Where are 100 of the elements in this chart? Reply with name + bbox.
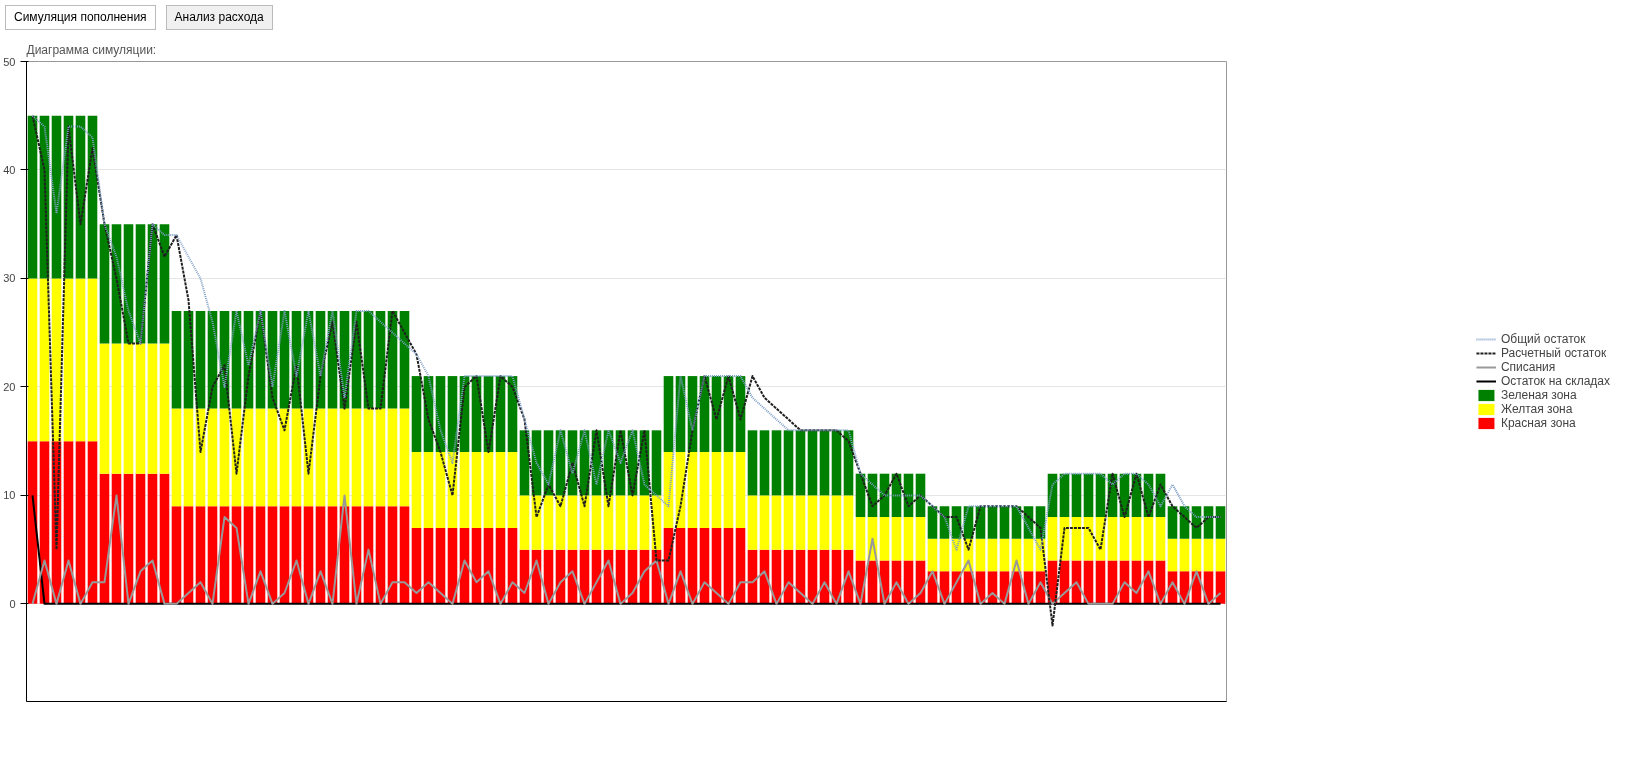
bar bbox=[1215, 506, 1226, 539]
bar bbox=[399, 311, 410, 409]
bar bbox=[159, 343, 170, 474]
bar bbox=[831, 430, 842, 496]
legend-label: Остаток на складах bbox=[1500, 374, 1611, 389]
bar bbox=[795, 430, 806, 496]
bar bbox=[1083, 473, 1094, 518]
bar bbox=[99, 343, 110, 474]
bar bbox=[651, 430, 662, 496]
bar bbox=[327, 408, 338, 507]
bar bbox=[471, 452, 482, 529]
bar bbox=[39, 278, 50, 442]
bar bbox=[771, 430, 782, 496]
legend-label: Общий остаток bbox=[1500, 332, 1586, 347]
bar bbox=[543, 495, 554, 550]
bar bbox=[447, 376, 458, 453]
bar bbox=[135, 343, 146, 474]
bar bbox=[927, 538, 938, 572]
bar bbox=[63, 278, 74, 442]
text: Анализ расхода bbox=[174, 9, 264, 26]
bar bbox=[219, 408, 230, 507]
bar bbox=[495, 452, 506, 529]
bar bbox=[807, 495, 818, 550]
bar bbox=[315, 408, 326, 507]
bar bbox=[267, 408, 278, 507]
bar bbox=[615, 495, 626, 550]
bar bbox=[855, 517, 866, 561]
bar bbox=[171, 408, 182, 507]
bar bbox=[999, 538, 1010, 572]
bar bbox=[195, 311, 206, 409]
bar bbox=[255, 408, 266, 507]
bar bbox=[195, 506, 206, 605]
bar bbox=[291, 408, 302, 507]
bar bbox=[87, 278, 98, 442]
bar bbox=[819, 495, 830, 550]
bar bbox=[1119, 517, 1130, 561]
bar bbox=[123, 343, 134, 474]
bar bbox=[267, 506, 278, 605]
bar bbox=[747, 495, 758, 550]
bar bbox=[99, 224, 110, 344]
bar bbox=[747, 430, 758, 496]
bar bbox=[999, 506, 1010, 539]
bar bbox=[915, 517, 926, 561]
bar bbox=[891, 517, 902, 561]
bar bbox=[75, 278, 86, 442]
legend-label: Зеленая зона bbox=[1500, 388, 1577, 403]
bar bbox=[171, 311, 182, 409]
bar bbox=[1215, 538, 1226, 572]
bar bbox=[687, 452, 698, 529]
bar bbox=[591, 495, 602, 550]
bar bbox=[351, 408, 362, 507]
bar bbox=[27, 278, 38, 442]
bar bbox=[159, 473, 170, 605]
bar bbox=[867, 560, 878, 605]
bar bbox=[399, 408, 410, 507]
bar bbox=[423, 452, 434, 529]
bar bbox=[735, 452, 746, 529]
bar bbox=[1047, 517, 1058, 561]
bar bbox=[699, 452, 710, 529]
bar bbox=[1203, 538, 1214, 572]
bar bbox=[927, 506, 938, 539]
legend-label: Расчетный остаток bbox=[1500, 346, 1607, 361]
bar bbox=[639, 495, 650, 550]
bar bbox=[795, 495, 806, 550]
bar bbox=[723, 452, 734, 529]
bar bbox=[663, 376, 674, 453]
bar bbox=[1167, 538, 1178, 572]
bar bbox=[159, 224, 170, 344]
bar bbox=[939, 538, 950, 572]
legend-label: Желтая зона bbox=[1500, 402, 1573, 417]
bar bbox=[483, 452, 494, 529]
bar bbox=[987, 538, 998, 572]
bar bbox=[1107, 517, 1118, 561]
bar bbox=[831, 495, 842, 550]
bar bbox=[843, 495, 854, 550]
y-tick-label: 30 bbox=[3, 272, 16, 285]
bar bbox=[567, 495, 578, 550]
bar bbox=[783, 430, 794, 496]
bar bbox=[1131, 517, 1142, 561]
bar bbox=[423, 528, 434, 605]
text: Симуляция пополнения bbox=[14, 9, 147, 26]
bar bbox=[87, 441, 98, 605]
bar bbox=[507, 452, 518, 529]
bar bbox=[375, 408, 386, 507]
bar bbox=[171, 506, 182, 605]
bar bbox=[819, 430, 830, 496]
bar bbox=[399, 506, 410, 605]
line-series bbox=[31, 494, 1222, 606]
bar bbox=[363, 408, 374, 507]
bar bbox=[183, 506, 194, 605]
bar bbox=[711, 452, 722, 529]
bar bbox=[975, 538, 986, 572]
bar bbox=[387, 408, 398, 507]
bar bbox=[783, 495, 794, 550]
bar bbox=[1155, 517, 1166, 561]
bar bbox=[387, 506, 398, 605]
bar bbox=[459, 452, 470, 529]
bar bbox=[1143, 517, 1154, 561]
y-tick-label: 50 bbox=[3, 55, 16, 68]
bar bbox=[903, 517, 914, 561]
